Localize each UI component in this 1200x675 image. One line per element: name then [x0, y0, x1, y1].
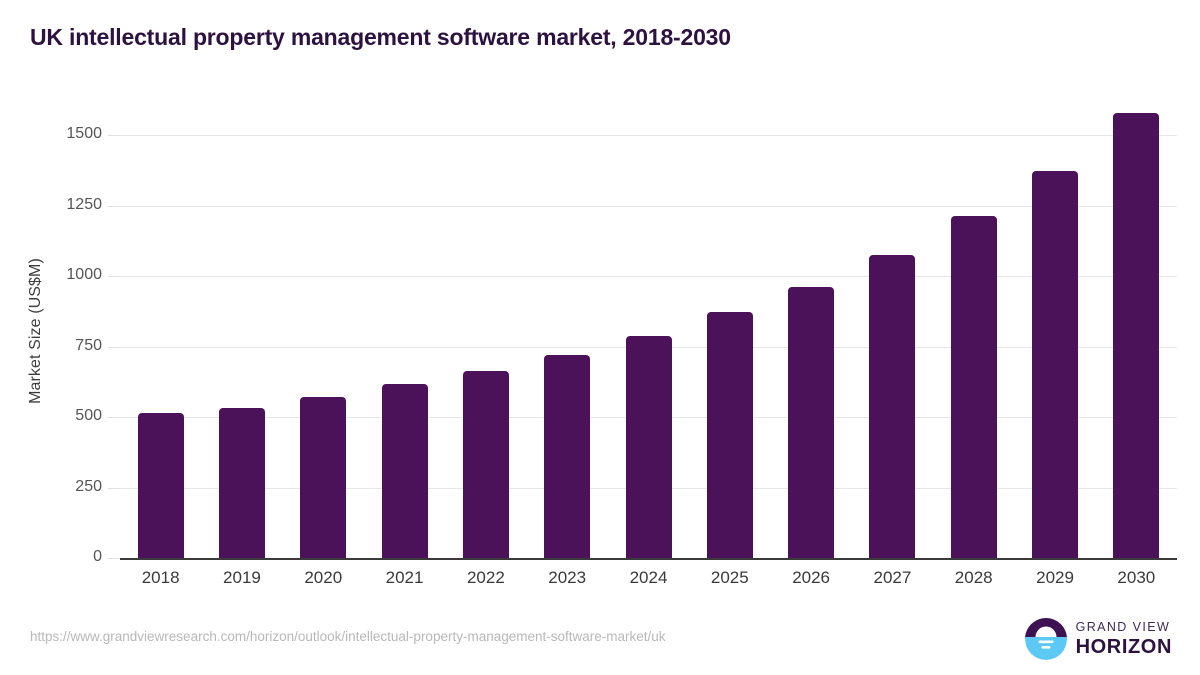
y-tick-mark-1500	[108, 135, 120, 137]
gridline-1500	[120, 135, 1177, 137]
bar-2028[interactable]	[950, 215, 997, 558]
bar-2020[interactable]	[300, 397, 347, 558]
x-tick-label-2029: 2029	[1036, 568, 1074, 587]
bar-2023[interactable]	[544, 354, 591, 558]
x-tick-label-2018: 2018	[141, 568, 180, 587]
x-tick-label-2019: 2019	[223, 568, 261, 587]
y-tick-label-750: 750	[75, 336, 102, 354]
x-tick-label-2022: 2022	[466, 568, 505, 587]
y-tick-mark-250	[108, 487, 120, 489]
page-title: UK intellectual property management soft…	[30, 24, 731, 50]
bar-2026[interactable]	[788, 286, 835, 558]
bar-2021[interactable]	[381, 384, 428, 558]
y-tick-label-1000: 1000	[66, 266, 102, 284]
gridline-0	[120, 558, 1177, 560]
y-axis-title: Market Size (US$M)	[27, 258, 44, 404]
y-tick-mark-500	[108, 417, 120, 419]
x-tick-label-2027: 2027	[873, 568, 912, 587]
source-url[interactable]: https://www.grandviewresearch.com/horizo…	[30, 629, 666, 644]
brand-logo[interactable]: GRAND VIEW HORIZON	[1024, 618, 1172, 660]
bar-2022[interactable]	[462, 370, 509, 558]
x-tick-label-2028: 2028	[954, 568, 993, 587]
x-tick-label-2026: 2026	[792, 568, 831, 587]
y-tick-label-500: 500	[75, 407, 102, 425]
logo-line-grand-view: GRAND VIEW	[1075, 620, 1171, 635]
bar-2029[interactable]	[1032, 171, 1079, 558]
x-tick-label-2020: 2020	[304, 568, 343, 587]
plot-area	[108, 100, 1177, 560]
y-tick-mark-1000	[108, 276, 120, 278]
bar-2024[interactable]	[625, 335, 672, 558]
bar-2025[interactable]	[706, 312, 753, 558]
y-tick-mark-0	[108, 558, 120, 559]
bar-2018[interactable]	[137, 412, 184, 558]
x-tick-label-2024: 2024	[629, 568, 668, 587]
logo-wordmark: GRAND VIEW HORIZON	[1076, 621, 1172, 657]
y-tick-label-0: 0	[93, 548, 102, 565]
x-tick-label-2021: 2021	[385, 568, 424, 587]
x-tick-label-2025: 2025	[710, 568, 749, 587]
gridline-1000	[120, 276, 1177, 278]
logo-line-horizon: HORIZON	[1075, 635, 1172, 658]
y-tick-label-1250: 1250	[66, 195, 102, 213]
y-tick-label-250: 250	[75, 477, 102, 495]
y-tick-mark-1250	[108, 205, 120, 207]
bar-2019[interactable]	[218, 407, 265, 558]
bar-2027[interactable]	[869, 255, 916, 558]
bar-2030[interactable]	[1113, 112, 1160, 558]
x-tick-label-2023: 2023	[548, 568, 587, 587]
y-tick-mark-750	[108, 346, 120, 348]
gridline-1250	[120, 205, 1177, 207]
horizon-logo-icon	[1024, 618, 1067, 660]
bars-group	[120, 100, 1177, 558]
y-tick-label-1500: 1500	[66, 125, 102, 143]
x-tick-label-2030: 2030	[1117, 568, 1156, 587]
